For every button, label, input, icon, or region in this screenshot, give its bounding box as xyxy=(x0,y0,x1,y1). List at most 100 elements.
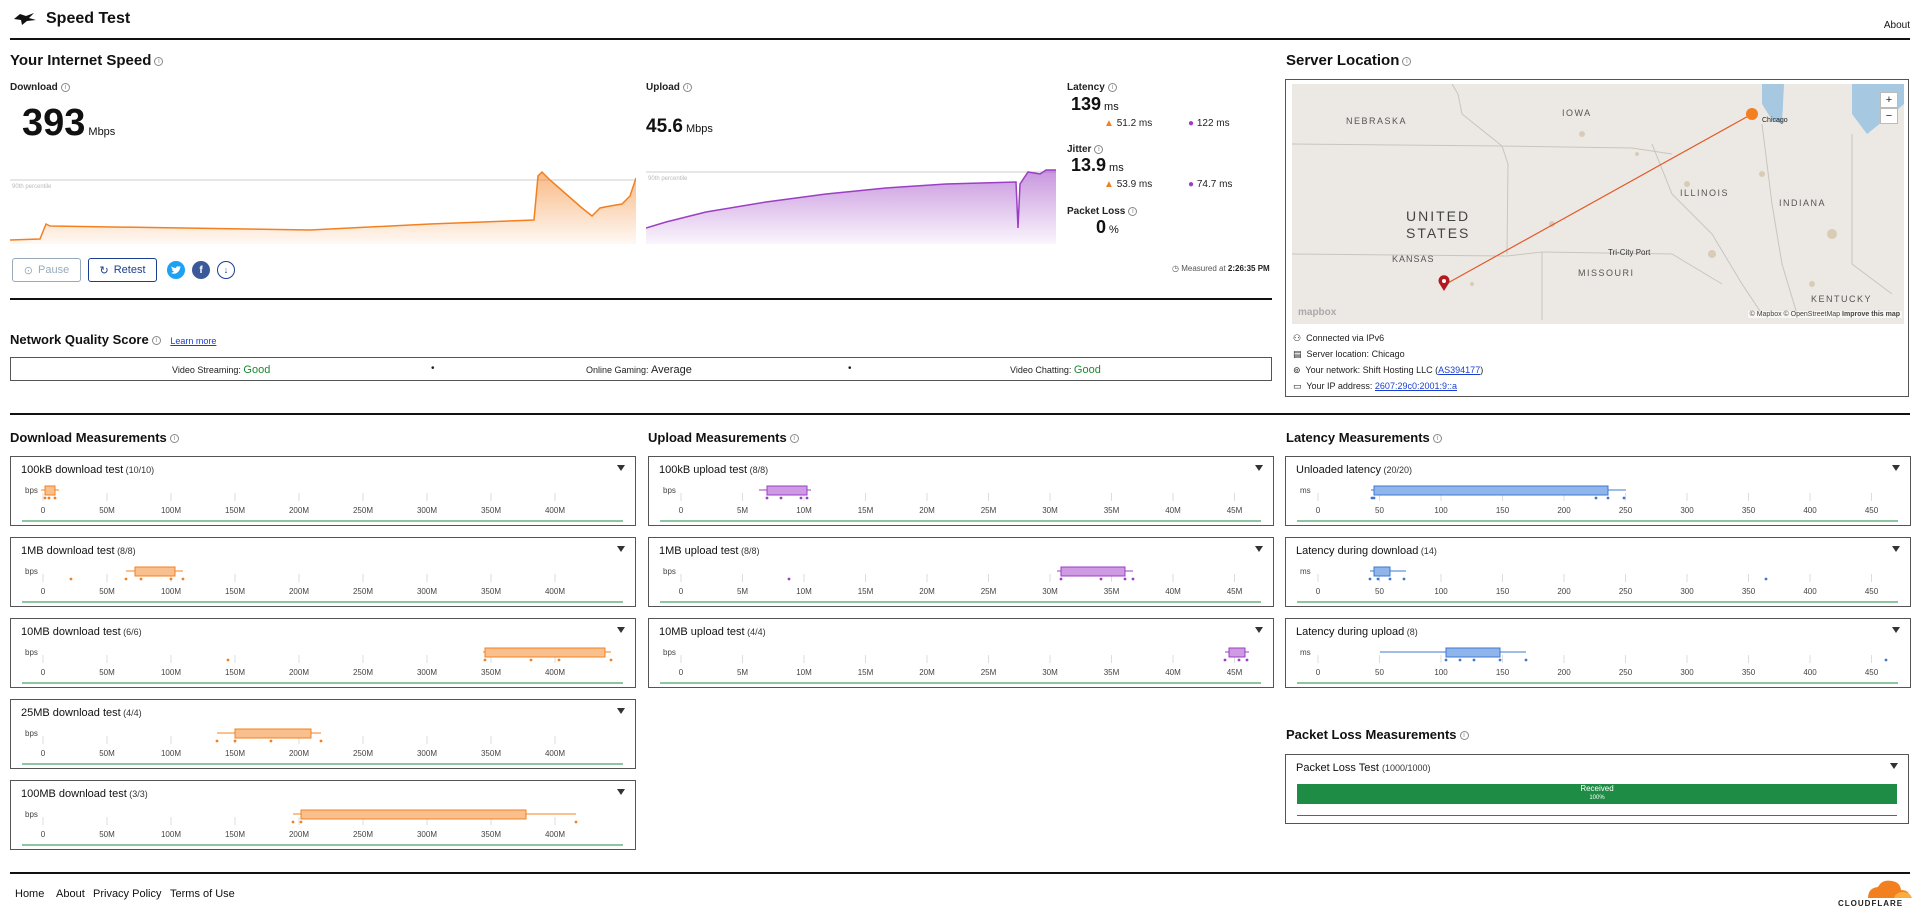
axis-tick-label: 35M xyxy=(1104,506,1120,515)
info-icon[interactable]: i xyxy=(1094,144,1104,154)
sample-point xyxy=(269,739,273,743)
upload-measurement-card[interactable]: 100kB upload test (8/8) bps 0 5M 10M 15M 20M 25… xyxy=(648,456,1274,526)
axis-unit-label: ms xyxy=(1300,567,1311,576)
download-measurement-card[interactable]: 10MB download test (6/6) bps 0 50M 100M 150M 2… xyxy=(10,618,636,688)
map-label-kentucky: KENTUCKY xyxy=(1811,294,1873,304)
download-measurement-card[interactable]: 25MB download test (4/4) bps 0 50M 100M 150M 2… xyxy=(10,699,636,769)
chevron-down-icon[interactable] xyxy=(617,789,625,795)
download-box-plot: bps 0 50M 100M 150M 200M 250M 300M 350M 400M xyxy=(22,809,623,846)
learn-more-link[interactable]: Learn more xyxy=(170,336,217,346)
retest-button[interactable]: ↻ Retest xyxy=(88,258,157,282)
axis-tick-label: 50M xyxy=(99,749,115,758)
packet-loss-card[interactable]: Packet Loss Test (1000/1000) Received 10… xyxy=(1285,754,1909,824)
received-bar: Received 100% xyxy=(1297,784,1897,804)
info-icon[interactable]: i xyxy=(1107,82,1117,92)
chevron-down-icon[interactable] xyxy=(617,546,625,552)
axis-tick-label: 50 xyxy=(1375,506,1384,515)
info-icon[interactable]: i xyxy=(789,434,799,444)
info-icon[interactable]: i xyxy=(169,434,179,444)
axis-unit-label: bps xyxy=(25,648,38,657)
axis-tick-label: 350M xyxy=(481,668,501,677)
improve-map-link[interactable]: Improve this map xyxy=(1842,311,1900,318)
speed-divider xyxy=(10,298,1272,300)
zoom-in-button[interactable]: + xyxy=(1880,92,1898,108)
download-measurement-card[interactable]: 100kB download test (10/10) bps 0 50M 100M 15… xyxy=(10,456,636,526)
chevron-down-icon[interactable] xyxy=(617,465,625,471)
info-icon[interactable]: i xyxy=(1432,434,1442,444)
facebook-share-icon[interactable]: f xyxy=(192,261,210,279)
mid-divider xyxy=(10,413,1910,415)
footer-home-link[interactable]: Home xyxy=(15,888,45,900)
axis-tick-label: 150M xyxy=(225,749,245,758)
chevron-down-icon[interactable] xyxy=(1892,546,1900,552)
packet-loss-test-title: Packet Loss Test (1000/1000) xyxy=(1296,762,1431,774)
footer-privacy-link[interactable]: Privacy Policy xyxy=(93,888,162,900)
footer-about-link[interactable]: About xyxy=(56,888,85,900)
sample-point xyxy=(1368,577,1372,581)
axis-tick-label: 20M xyxy=(919,506,935,515)
sample-point xyxy=(1458,658,1462,662)
latency-measurement-card[interactable]: Latency during download (14) ms 0 50 100 150 2… xyxy=(1285,537,1911,607)
download-box-plot: bps 0 50M 100M 150M 200M 250M 300M 350M 400M xyxy=(22,485,623,522)
axis-tick-label: 40M xyxy=(1165,506,1181,515)
server-map[interactable]: NEBRASKA IOWA UNITED STATES KANSAS ILLIN… xyxy=(1292,84,1904,324)
map-label-states: STATES xyxy=(1406,225,1471,241)
measured-at: ◷ Measured at 2:26:35 PM xyxy=(1172,264,1270,273)
info-icon[interactable]: i xyxy=(1459,731,1469,741)
download-measurement-card[interactable]: 1MB download test (8/8) bps 0 50M 100M 150M 20… xyxy=(10,537,636,607)
iqr-box xyxy=(1060,566,1126,577)
chevron-down-icon[interactable] xyxy=(1892,465,1900,471)
footer-terms-link[interactable]: Terms of Use xyxy=(170,888,235,900)
pause-icon: ⊙ xyxy=(23,264,33,277)
axis-tick-label: 20M xyxy=(919,587,935,596)
axis-tick-label: 45M xyxy=(1227,668,1243,677)
axis-tick-label: 350 xyxy=(1742,506,1756,515)
twitter-share-icon[interactable] xyxy=(167,261,185,279)
chevron-down-icon[interactable] xyxy=(1890,763,1898,769)
latency-measurement-card[interactable]: Unloaded latency (20/20) ms 0 50 100 150 200 25… xyxy=(1285,456,1911,526)
download-results-icon[interactable]: ↓ xyxy=(217,261,235,279)
chevron-down-icon[interactable] xyxy=(1892,627,1900,633)
axis-unit-label: bps xyxy=(25,486,38,495)
latency-box-plot: ms 0 50 100 150 200 250 300 350 400 450 xyxy=(1297,566,1898,603)
app-logo-icon[interactable] xyxy=(12,11,38,27)
info-icon[interactable]: i xyxy=(682,82,692,92)
chevron-down-icon[interactable] xyxy=(1255,546,1263,552)
axis-tick-label: 10M xyxy=(796,506,812,515)
info-icon[interactable]: i xyxy=(1128,206,1138,216)
axis-tick-label: 150M xyxy=(225,668,245,677)
zoom-out-button[interactable]: − xyxy=(1880,108,1898,124)
axis-tick-label: 250M xyxy=(353,749,373,758)
iqr-box xyxy=(1445,647,1501,658)
header-about-link[interactable]: About xyxy=(1883,20,1910,31)
axis-unit-label: bps xyxy=(25,567,38,576)
chevron-down-icon[interactable] xyxy=(1255,465,1263,471)
axis-tick-label: 350M xyxy=(481,749,501,758)
axis-unit-label: bps xyxy=(25,729,38,738)
upload-measurement-card[interactable]: 1MB upload test (8/8) bps 0 5M 10M 15M 20M 25M 3… xyxy=(648,537,1274,607)
chevron-down-icon[interactable] xyxy=(1255,627,1263,633)
download-measurement-card[interactable]: 100MB download test (3/3) bps 0 50M 100M 150M… xyxy=(10,780,636,850)
latency-measurement-card[interactable]: Latency during upload (8) ms 0 50 100 150 200 2… xyxy=(1285,618,1911,688)
axis-tick-label: 25M xyxy=(981,587,997,596)
chevron-down-icon[interactable] xyxy=(617,708,625,714)
upload-measurement-card[interactable]: 10MB upload test (4/4) bps 0 5M 10M 15M 20M 25M… xyxy=(648,618,1274,688)
ip-link[interactable]: 2607:29c0:2001:9::a xyxy=(1374,381,1457,391)
info-icon[interactable]: i xyxy=(60,82,70,92)
info-icon[interactable]: i xyxy=(151,336,161,346)
sample-point xyxy=(1884,658,1888,662)
upload-test-title: 1MB upload test (8/8) xyxy=(659,545,760,557)
axis-tick-label: 350M xyxy=(481,587,501,596)
axis-unit-label: ms xyxy=(1300,486,1311,495)
axis-tick-label: 0 xyxy=(1316,668,1321,677)
chevron-down-icon[interactable] xyxy=(617,627,625,633)
sample-point xyxy=(1498,658,1502,662)
info-icon[interactable]: i xyxy=(1402,56,1412,66)
sample-point xyxy=(299,820,303,824)
iqr-box xyxy=(1373,485,1609,496)
pause-button[interactable]: ⊙ Pause xyxy=(12,258,81,282)
info-icon[interactable]: i xyxy=(154,56,164,66)
cloudflare-logo[interactable]: CLOUDFLARE xyxy=(1838,878,1914,910)
axis-tick-label: 350 xyxy=(1742,587,1756,596)
asn-link[interactable]: AS394177 xyxy=(1438,365,1481,375)
